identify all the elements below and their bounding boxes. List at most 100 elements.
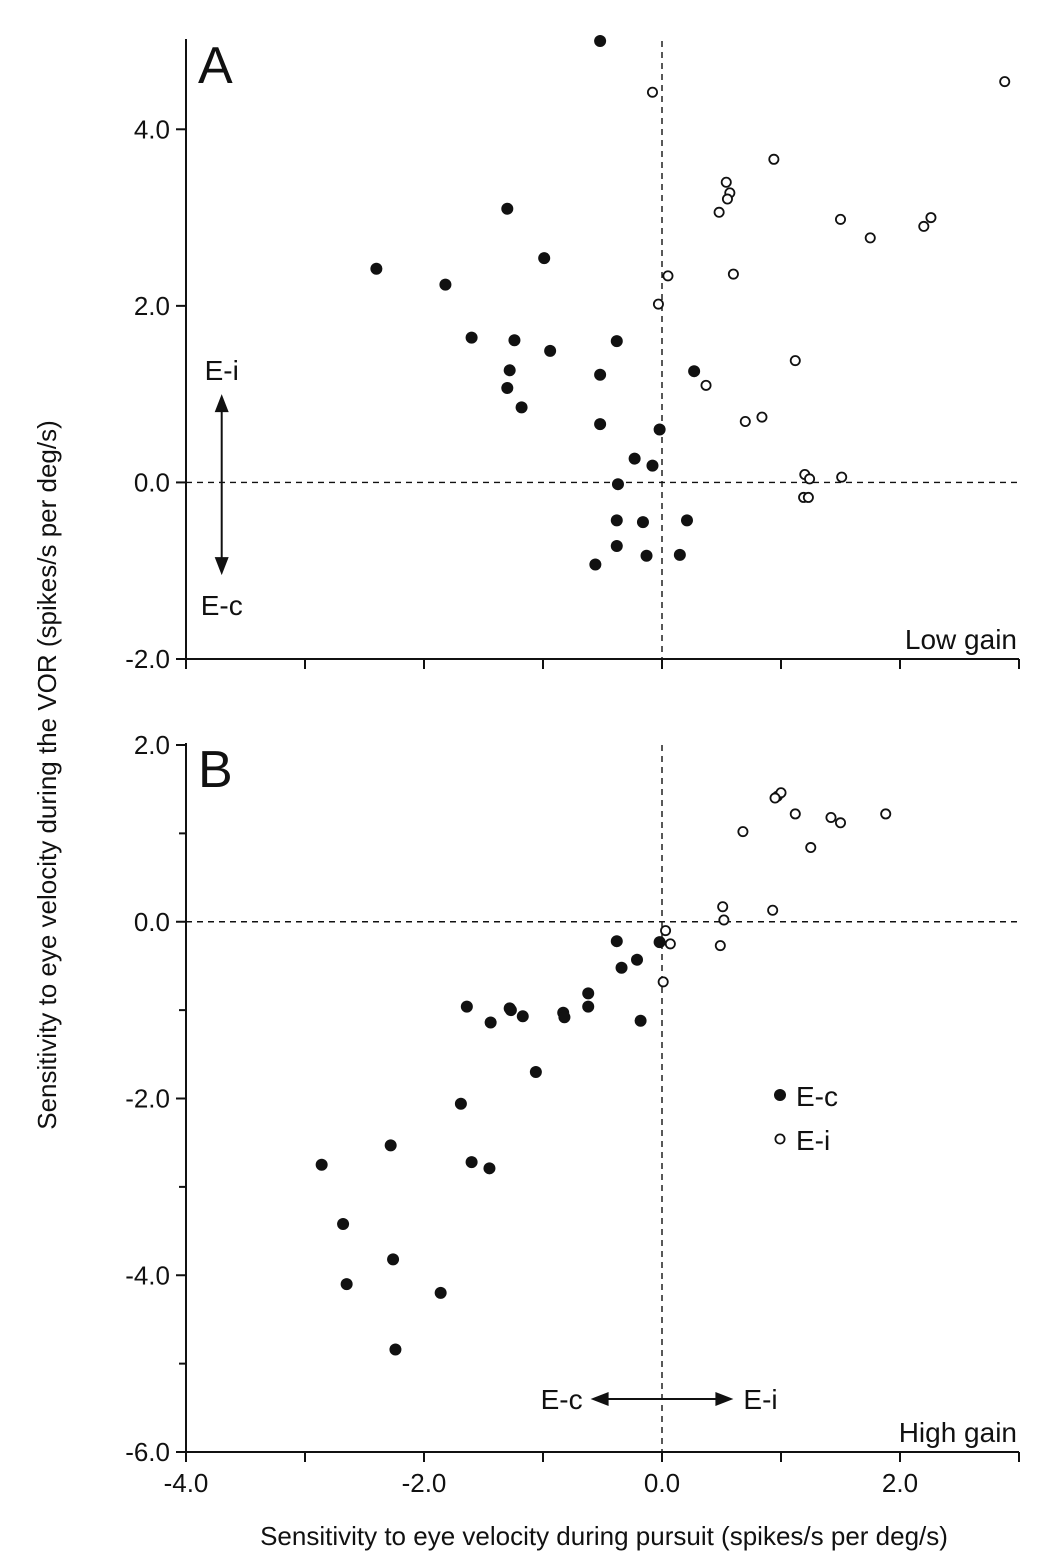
panel-a-arrow-label-e-i: E-i (205, 355, 239, 386)
panel-a-arrow-head-up (214, 394, 229, 413)
panel-a-point-e-i (700, 379, 712, 391)
panel-b-point-e-i (717, 901, 729, 913)
panel-b-point-e-c (634, 1014, 647, 1027)
panel-a-point-e-c (688, 365, 701, 378)
panel-b-point-e-c (337, 1217, 350, 1230)
panel-b-point-e-i (664, 938, 676, 950)
panel-a-point-e-c (680, 514, 693, 527)
panel-b-point-e-c (653, 936, 666, 949)
panel-a-point-e-i (836, 471, 848, 483)
panel-b-point-e-i (805, 842, 817, 854)
panel-a-gain-label: Low gain (905, 624, 1017, 655)
panel-b-point-e-i (880, 808, 892, 820)
panel-b-point-e-c (315, 1158, 328, 1171)
panel-b-point-e-c (610, 935, 623, 948)
panel-a-point-e-c (538, 252, 551, 265)
panel-b-point-e-c (454, 1097, 467, 1110)
panel-b-x-tick-label: 0.0 (644, 1468, 680, 1498)
panel-a-point-e-c (589, 558, 602, 571)
panel-a-point-e-c (640, 549, 653, 562)
panel-b-legend-marker (774, 1133, 786, 1145)
panel-b-point-e-c (529, 1065, 542, 1078)
panel-b-point-e-i (789, 808, 801, 820)
panel-a-chart: 4.0 2.0 0.0 -2.0 A Low gain E-i E-c (125, 35, 1020, 674)
panel-a-point-e-i (864, 232, 876, 244)
panel-a-point-e-i (662, 270, 674, 282)
panel-a-point-e-c (610, 539, 623, 552)
panel-b-arrow-label-e-c: E-c (541, 1384, 583, 1415)
panel-b-point-e-i (660, 925, 672, 937)
panel-b-point-e-c (389, 1343, 402, 1356)
panel-b-arrow-head-left (590, 1391, 609, 1406)
panel-b-x-tick-label: -2.0 (402, 1468, 447, 1498)
panel-b-point-e-i (718, 914, 730, 926)
panel-a-point-e-c (594, 35, 607, 47)
panel-a-arrow-head-down (214, 557, 229, 576)
panel-a-point-e-i (646, 86, 658, 98)
panel-a-point-e-i (789, 355, 801, 367)
panel-a-point-e-c (610, 335, 623, 348)
panel-a-point-e-c (646, 459, 659, 472)
panel-b-point-e-i (737, 826, 749, 838)
panel-b-point-e-i (767, 904, 779, 916)
panel-b-point-e-i (769, 792, 781, 804)
panel-b-point-e-i (835, 817, 847, 829)
panel-b-point-e-c (582, 987, 595, 1000)
panel-b-x-tick-label: -4.0 (164, 1468, 209, 1498)
panel-b-arrow-head-right (715, 1391, 734, 1406)
panel-a-y-tick-label: 0.0 (134, 467, 170, 497)
panel-a-point-e-c (501, 202, 514, 215)
panel-b-point-e-c (516, 1010, 529, 1023)
panel-b-point-e-c (631, 953, 644, 966)
panel-b-point-e-c (483, 1162, 496, 1175)
panel-a-point-e-c (370, 262, 383, 275)
panel-a-point-e-i (720, 176, 732, 188)
panel-a-point-e-c (653, 423, 666, 436)
panel-b-legend-marker (774, 1089, 786, 1101)
panel-a-point-e-c (503, 364, 516, 377)
panel-a-point-e-i (925, 212, 937, 224)
panel-a-point-e-i (721, 193, 733, 205)
panel-a-point-e-i (999, 76, 1011, 88)
panel-b-point-e-i (657, 976, 669, 988)
panel-b-legend-label: E-i (796, 1125, 830, 1156)
panel-b-point-e-c (434, 1286, 447, 1299)
panel-b-point-e-c (504, 1004, 517, 1017)
panel-a-y-tick-label: 2.0 (134, 291, 170, 321)
panel-a-arrow-label-e-c: E-c (201, 590, 243, 621)
panel-b-point-e-c (340, 1278, 353, 1291)
panel-a-point-e-i (918, 220, 930, 232)
panel-a-y-tick-label: 4.0 (134, 114, 170, 144)
panel-a-point-e-i (756, 411, 768, 423)
panel-b-point-e-c (582, 1000, 595, 1013)
panel-b-y-tick-label: -4.0 (125, 1260, 170, 1290)
panel-a-point-e-c (636, 516, 649, 529)
panel-b-point-e-i (714, 940, 726, 952)
panel-a-point-e-i (739, 416, 751, 428)
panel-a-point-e-c (673, 548, 686, 561)
panel-b-point-e-c (384, 1139, 397, 1152)
panel-b-arrow-label-e-i: E-i (743, 1384, 777, 1415)
panel-a-point-e-c (508, 334, 521, 347)
x-axis-title: Sensitivity to eye velocity during pursu… (260, 1521, 948, 1551)
panel-b-y-tick-label: -6.0 (125, 1437, 170, 1467)
panel-a-point-e-c (544, 344, 557, 357)
panel-b-y-tick-label: 0.0 (134, 907, 170, 937)
panel-a-point-e-i (835, 213, 847, 225)
panel-a-point-e-i (802, 491, 814, 503)
panel-b-point-e-c (465, 1156, 478, 1169)
panel-b-y-tick-label: -2.0 (125, 1084, 170, 1114)
panel-a-point-e-c (610, 514, 623, 527)
panel-a-point-e-c (594, 368, 607, 381)
panel-a-point-e-c (501, 381, 514, 394)
panel-b-y-tick-label: 2.0 (134, 730, 170, 760)
panel-a-point-e-c (439, 278, 452, 291)
panel-a-point-e-c (515, 401, 528, 414)
panel-b-point-e-i (825, 811, 837, 823)
panel-a-y-tick-label: -2.0 (125, 644, 170, 674)
y-axis-title: Sensitivity to eye velocity during the V… (32, 420, 62, 1130)
panel-b-gain-label: High gain (899, 1417, 1017, 1448)
panel-a-point-e-c (465, 331, 478, 344)
